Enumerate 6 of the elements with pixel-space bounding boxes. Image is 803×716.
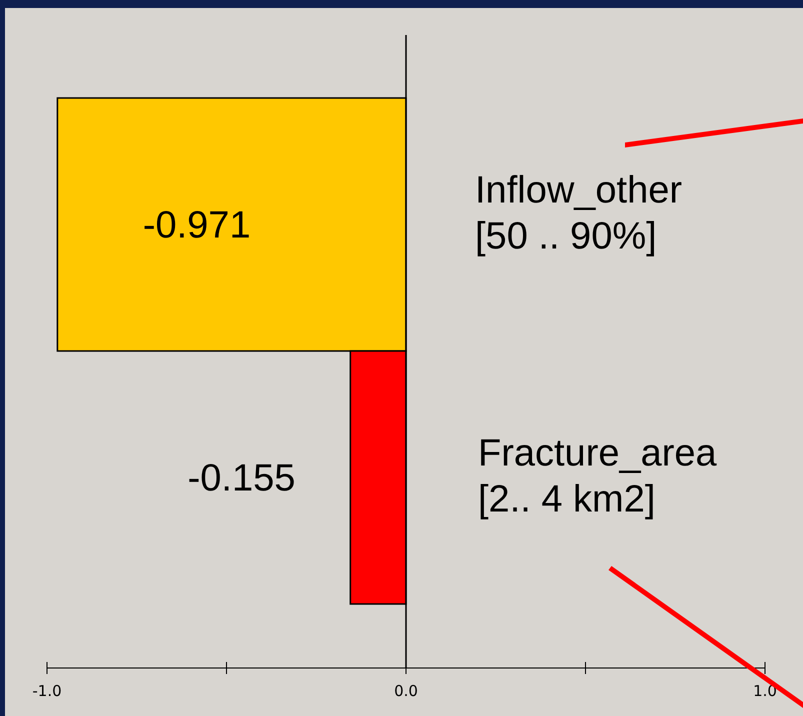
- data-label: -0.971: [142, 204, 251, 246]
- y-tick-label: Fracture_area [2.. 4 km2]: [478, 432, 718, 520]
- data-label: -0.155: [188, 458, 296, 500]
- x-tick-label: 0.0: [394, 682, 418, 700]
- y-tick-label: Inflow_other [50 .. 90%]: [475, 170, 682, 258]
- x-tick-label: -1.0: [32, 682, 62, 700]
